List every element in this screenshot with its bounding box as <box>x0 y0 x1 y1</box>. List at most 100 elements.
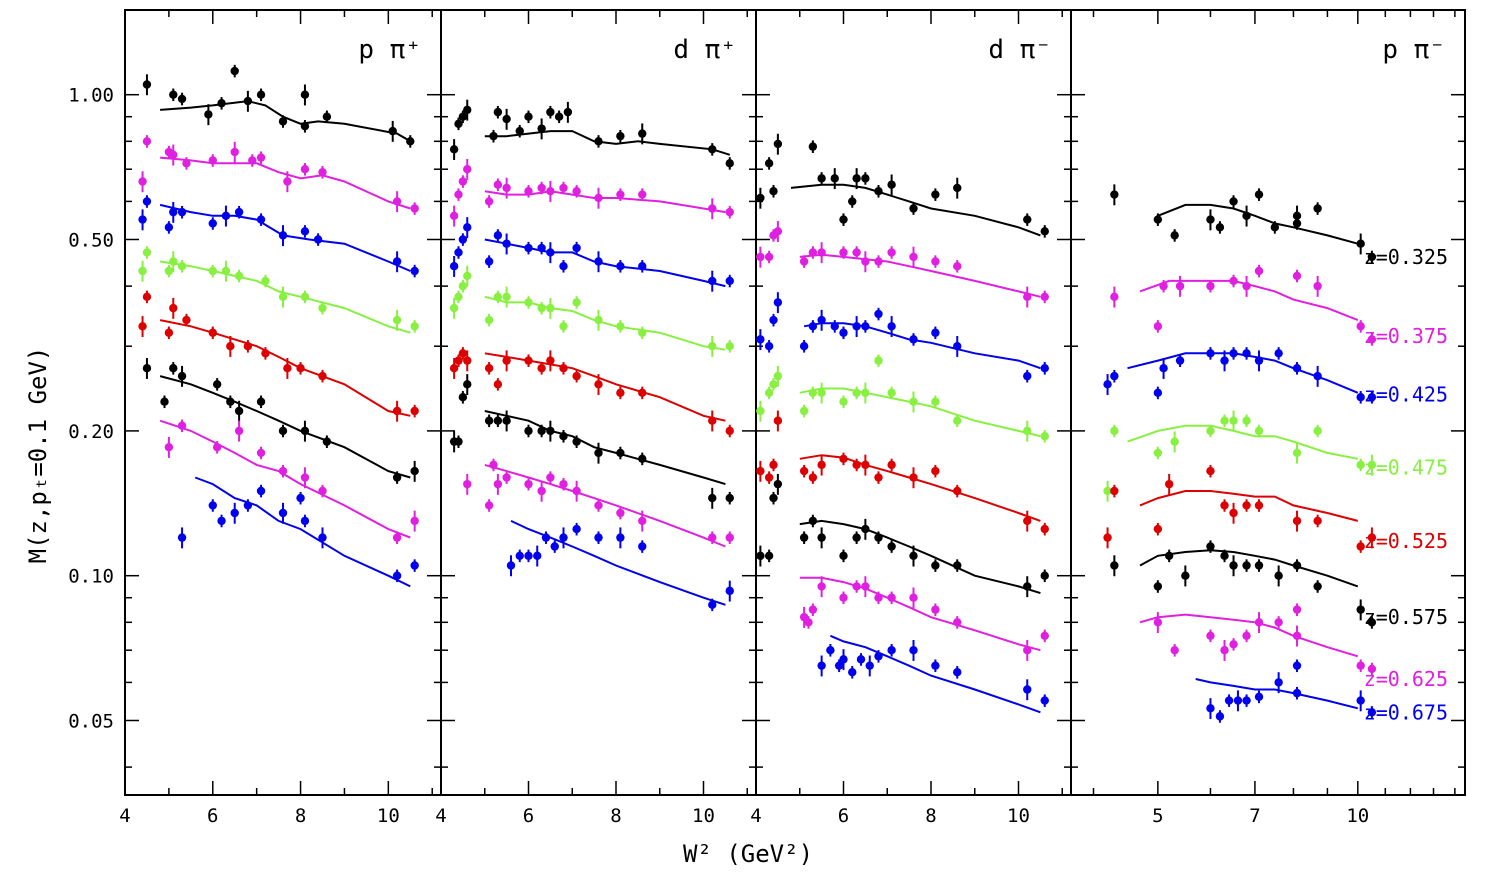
data-point <box>1153 322 1163 331</box>
data-point <box>1242 561 1251 570</box>
x-tick-label: 6 <box>838 805 849 827</box>
data-point <box>773 298 783 307</box>
data-point <box>541 533 551 542</box>
data-point <box>852 388 861 398</box>
data-point <box>300 473 310 482</box>
data-point <box>1229 640 1238 649</box>
data-point <box>708 342 717 351</box>
data-point <box>1313 582 1322 591</box>
data-point <box>169 150 178 159</box>
data-point <box>1292 271 1302 281</box>
data-point <box>392 197 402 206</box>
data-point <box>1206 704 1215 713</box>
data-point <box>1254 266 1264 276</box>
data-point <box>594 448 603 458</box>
data-point <box>1023 371 1032 381</box>
data-point <box>931 397 940 406</box>
data-point <box>839 215 848 224</box>
data-point <box>799 406 809 416</box>
data-point <box>769 460 778 470</box>
model-curve <box>830 634 1041 714</box>
data-point <box>458 235 468 244</box>
data-point <box>256 486 266 496</box>
data-point <box>164 266 174 276</box>
data-point <box>773 371 783 381</box>
data-point <box>594 533 603 542</box>
data-point <box>769 315 778 325</box>
data-point <box>1023 685 1032 694</box>
model-curve <box>1157 203 1359 245</box>
data-point <box>1023 215 1032 224</box>
data-point <box>256 90 266 99</box>
data-point <box>322 437 332 446</box>
y-tick-label: 0.05 <box>68 710 114 732</box>
data-point <box>708 416 717 425</box>
data-point <box>524 356 533 365</box>
data-point <box>559 479 568 489</box>
data-point <box>169 257 178 266</box>
data-point <box>1153 618 1163 627</box>
data-point <box>449 145 459 154</box>
data-point <box>261 276 270 286</box>
data-point <box>1233 696 1243 705</box>
data-point <box>226 342 235 351</box>
z-label: z=0.475 <box>1364 455 1448 479</box>
data-point <box>1270 223 1280 232</box>
data-point <box>817 174 826 183</box>
data-point <box>1110 371 1119 381</box>
data-point <box>909 397 918 406</box>
data-point <box>756 252 765 262</box>
data-point <box>1023 646 1032 655</box>
data-point <box>142 80 152 89</box>
data-point <box>861 582 870 591</box>
data-point <box>515 126 524 136</box>
data-point <box>463 271 472 281</box>
panel-title: p π⁺ <box>358 35 421 65</box>
data-point <box>537 243 546 253</box>
data-point <box>392 571 402 580</box>
data-point <box>283 177 292 186</box>
data-point <box>493 292 503 302</box>
data-point <box>865 661 874 670</box>
data-point <box>212 380 222 389</box>
data-point <box>493 479 503 489</box>
data-point <box>1103 486 1112 496</box>
data-point <box>861 257 870 266</box>
data-point <box>502 292 511 302</box>
data-point <box>559 431 568 441</box>
data-point <box>142 364 152 373</box>
data-point <box>1206 281 1215 291</box>
data-point <box>839 655 848 664</box>
data-point <box>887 646 896 655</box>
data-point <box>1292 516 1302 526</box>
data-point <box>1040 631 1049 640</box>
data-point <box>1040 431 1049 441</box>
data-point <box>515 551 524 560</box>
data-point <box>1292 605 1302 614</box>
model-curve <box>790 183 1041 237</box>
data-point <box>449 211 459 221</box>
data-point <box>537 364 546 373</box>
data-point <box>1040 292 1049 302</box>
data-point <box>861 174 870 183</box>
data-point <box>817 388 826 398</box>
data-point <box>1367 708 1377 717</box>
data-point <box>1170 231 1179 240</box>
data-point <box>616 190 625 199</box>
data-point <box>725 533 734 542</box>
data-point <box>221 211 231 221</box>
data-point <box>1164 551 1174 560</box>
data-point <box>164 442 174 452</box>
data-point <box>169 90 178 99</box>
data-point <box>318 486 327 496</box>
data-point <box>169 364 178 373</box>
data-point <box>1242 349 1251 358</box>
data-point <box>234 271 244 281</box>
data-point <box>458 393 468 402</box>
panel-title: d π⁺ <box>673 35 736 65</box>
x-tick-label: 4 <box>435 805 446 827</box>
data-point <box>256 215 266 224</box>
data-point <box>1153 388 1163 398</box>
model-curve <box>484 463 726 548</box>
data-point <box>1242 696 1251 705</box>
